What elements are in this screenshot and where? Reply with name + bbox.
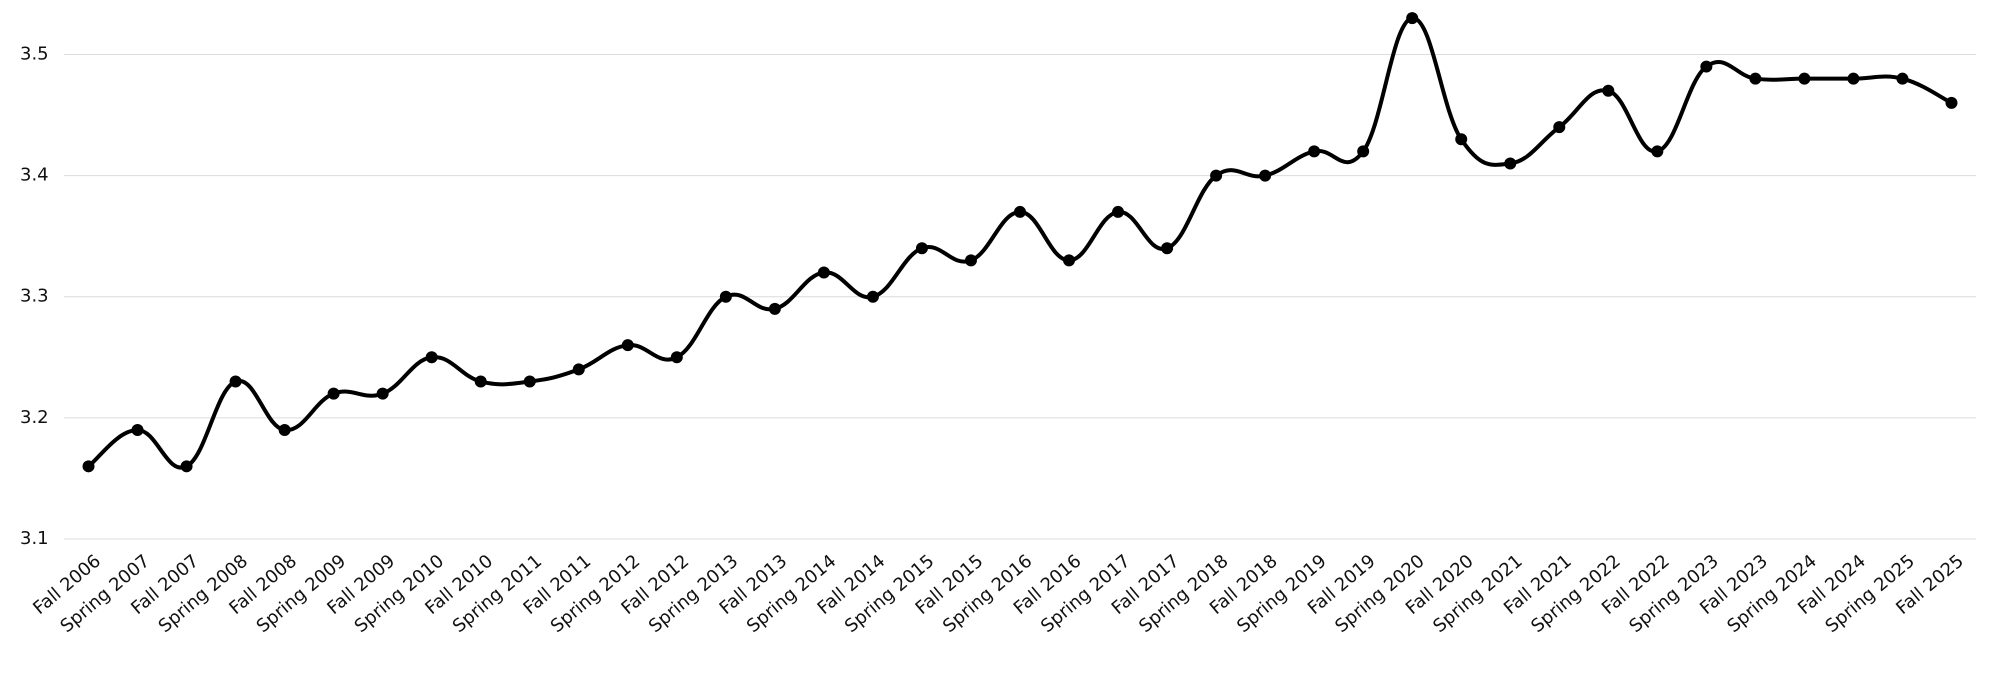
point [1651, 145, 1664, 158]
point [866, 290, 879, 303]
point [1798, 72, 1811, 85]
point [1210, 169, 1223, 182]
point [1602, 84, 1615, 97]
point [523, 375, 536, 388]
point [278, 423, 291, 436]
point [719, 290, 732, 303]
point [817, 266, 830, 279]
point [474, 375, 487, 388]
point [1455, 133, 1468, 146]
point [1945, 96, 1958, 109]
point [572, 363, 585, 376]
y-tick-label: 3.4 [20, 165, 49, 186]
point [1112, 205, 1125, 218]
point [376, 387, 389, 400]
point [1896, 72, 1909, 85]
y-tick-label: 3.2 [20, 407, 49, 428]
y-tick-label: 3.1 [20, 528, 49, 549]
point [131, 423, 144, 436]
point [1553, 121, 1566, 134]
y-tick-label: 3.5 [20, 43, 49, 64]
point [1063, 254, 1076, 267]
point [229, 375, 242, 388]
point [670, 351, 683, 364]
point [1504, 157, 1517, 170]
point [621, 339, 634, 352]
point [1308, 145, 1321, 158]
point [915, 242, 928, 255]
point [964, 254, 977, 267]
point [82, 460, 95, 473]
y-tick-label: 3.3 [20, 286, 49, 307]
point [327, 387, 340, 400]
point [425, 351, 438, 364]
point [180, 460, 193, 473]
point [1357, 145, 1370, 158]
point [1847, 72, 1860, 85]
point [1406, 12, 1419, 25]
point [768, 302, 781, 315]
point [1749, 72, 1762, 85]
point [1259, 169, 1272, 182]
line [87, 16, 1953, 470]
point [1014, 205, 1026, 218]
point [1161, 242, 1174, 255]
point [1700, 60, 1713, 73]
